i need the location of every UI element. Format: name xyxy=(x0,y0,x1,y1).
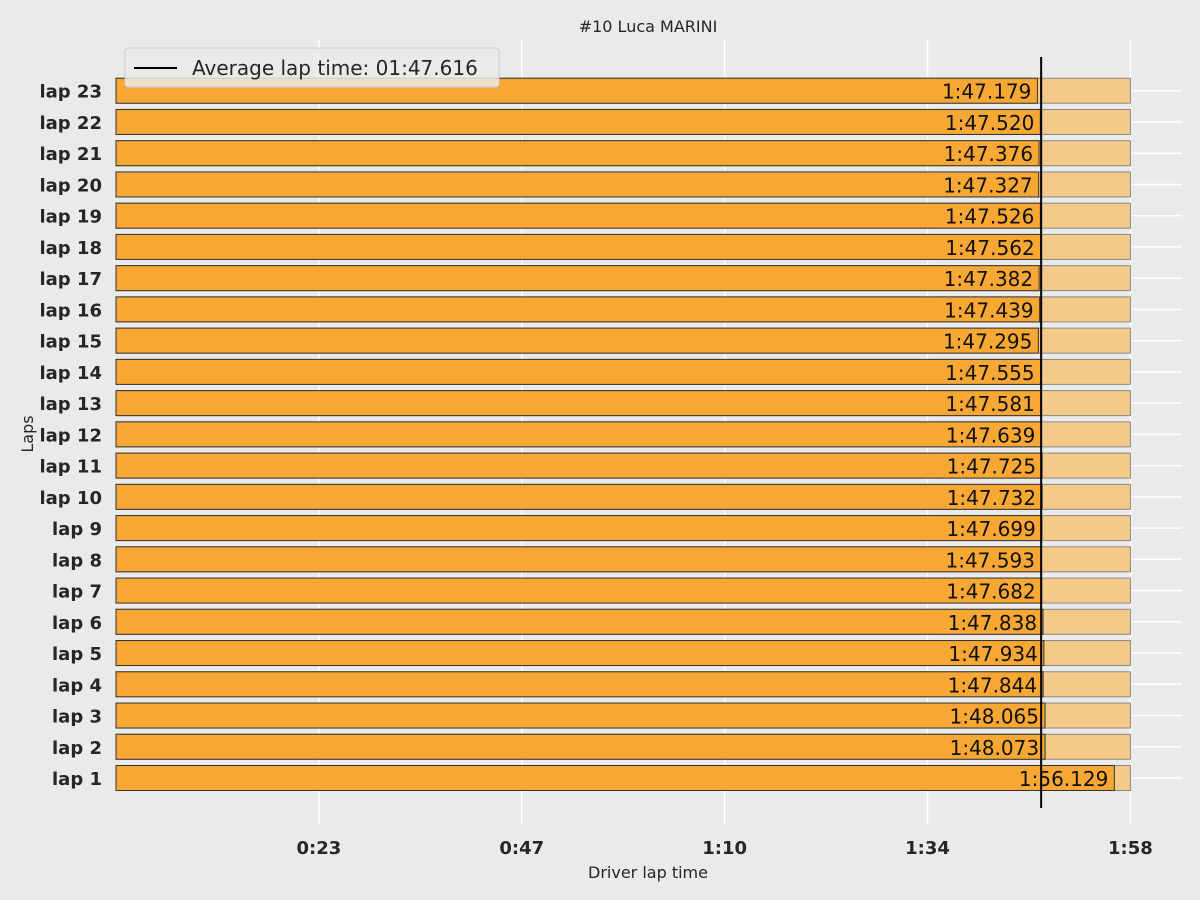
x-tick-label: 1:34 xyxy=(905,838,950,859)
y-tick-label: lap 18 xyxy=(39,238,102,259)
y-tick-label: lap 14 xyxy=(39,363,102,384)
x-tick-label: 1:58 xyxy=(1108,838,1153,859)
y-tick-label: lap 1 xyxy=(52,769,102,790)
lap-bar xyxy=(115,452,1043,479)
bar-value-label: 1:47.844 xyxy=(948,673,1037,697)
bar-value-label: 1:56.129 xyxy=(1019,767,1108,791)
lap-bar xyxy=(115,233,1042,260)
bar-value-label: 1:48.073 xyxy=(950,736,1039,760)
lap-bar xyxy=(115,296,1041,323)
y-tick-label: lap 11 xyxy=(39,457,102,478)
lap-bar xyxy=(115,390,1042,417)
y-tick-label: lap 21 xyxy=(39,144,102,165)
bar-value-label: 1:47.520 xyxy=(945,111,1034,135)
bar-value-label: 1:47.439 xyxy=(944,298,1033,322)
bar-value-label: 1:47.682 xyxy=(946,580,1035,604)
x-tick-label: 0:23 xyxy=(296,838,341,859)
lap-bar xyxy=(115,608,1044,635)
bar-value-label: 1:47.732 xyxy=(947,486,1036,510)
x-axis-label: Driver lap time xyxy=(588,863,708,882)
lap-bar xyxy=(115,546,1042,573)
legend: Average lap time: 01:47.616 xyxy=(124,47,500,88)
lap-bar xyxy=(115,577,1043,604)
bar-value-label: 1:47.639 xyxy=(946,423,1035,447)
lap-bar xyxy=(115,358,1042,385)
lap-bar xyxy=(115,140,1040,167)
x-tick-label: 0:47 xyxy=(499,838,544,859)
plot-area: 1:56.129 1:48.073 1:48.065 1:47.844 1:47.934… xyxy=(39,40,1182,859)
bar-value-label: 1:47.838 xyxy=(948,611,1037,635)
lap-bar xyxy=(115,108,1041,135)
y-tick-label: lap 6 xyxy=(52,613,102,634)
y-tick-label: lap 12 xyxy=(39,425,102,446)
y-tick-label: lap 20 xyxy=(39,175,102,196)
y-axis-label: Laps xyxy=(18,415,37,452)
lap-bar xyxy=(115,765,1115,791)
y-tick-label: lap 8 xyxy=(52,550,102,571)
bar-value-label: 1:47.179 xyxy=(942,80,1031,104)
y-tick-label: lap 17 xyxy=(39,269,102,290)
lap-bar xyxy=(115,640,1045,667)
y-tick-label: lap 19 xyxy=(39,207,102,228)
bar-value-label: 1:47.555 xyxy=(945,361,1034,385)
legend-box xyxy=(124,47,500,88)
y-tick-label: lap 7 xyxy=(52,582,102,603)
x-tick-label: 1:10 xyxy=(702,838,747,859)
bar-value-label: 1:47.295 xyxy=(943,330,1032,354)
lap-bar xyxy=(115,171,1040,198)
bar-value-label: 1:47.376 xyxy=(944,142,1033,166)
bar-value-label: 1:47.593 xyxy=(945,548,1034,572)
y-tick-label: lap 13 xyxy=(39,394,102,415)
bar-value-label: 1:47.934 xyxy=(948,642,1037,666)
lap-bar xyxy=(115,483,1043,510)
y-tick-label: lap 4 xyxy=(52,675,102,696)
bar-value-label: 1:48.065 xyxy=(950,705,1039,729)
bar-value-label: 1:47.725 xyxy=(947,455,1036,479)
bar-value-label: 1:47.699 xyxy=(946,517,1035,541)
legend-average-label: Average lap time: 01:47.616 xyxy=(192,56,478,80)
bar-value-label: 1:47.562 xyxy=(945,236,1034,260)
y-tick-label: lap 23 xyxy=(39,82,102,103)
lap-bar xyxy=(115,265,1040,292)
lap-bar xyxy=(115,733,1046,760)
y-tick-label: lap 5 xyxy=(52,644,102,665)
bar-value-label: 1:47.581 xyxy=(945,392,1034,416)
bar-value-label: 1:47.327 xyxy=(943,173,1032,197)
lap-bar xyxy=(115,515,1043,542)
y-tick-label: lap 3 xyxy=(52,707,102,728)
lap-bar xyxy=(115,671,1044,698)
lap-bar xyxy=(115,327,1039,354)
bar-value-label: 1:47.526 xyxy=(945,205,1034,229)
y-tick-label: lap 15 xyxy=(39,332,102,353)
lap-bar xyxy=(115,202,1041,229)
y-tick-label: lap 2 xyxy=(52,738,102,759)
y-tick-label: lap 9 xyxy=(52,519,102,540)
y-tick-label: lap 10 xyxy=(39,488,102,509)
y-tick-label: lap 22 xyxy=(39,113,102,134)
lap-bar xyxy=(115,421,1042,448)
bar-value-label: 1:47.382 xyxy=(944,267,1033,291)
lap-bar xyxy=(115,702,1046,729)
y-tick-label: lap 16 xyxy=(39,300,102,321)
chart-title: #10 Luca MARINI xyxy=(579,17,718,36)
